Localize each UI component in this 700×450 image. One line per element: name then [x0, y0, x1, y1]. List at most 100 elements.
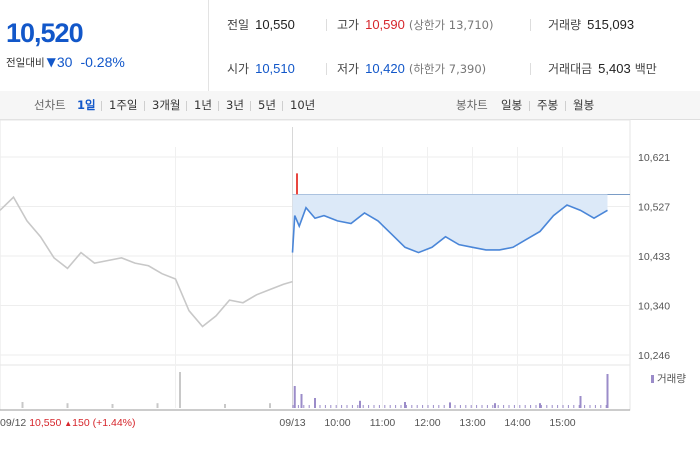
volume-bar [300, 394, 303, 408]
volume-bar [427, 405, 429, 408]
volume-legend-marker [651, 375, 654, 383]
volume-bar [359, 400, 361, 408]
volume-bar [470, 405, 472, 408]
volume-bar [422, 405, 424, 408]
prev-day-change: 150 (+1.44%) [72, 417, 135, 429]
prev-day-close: 10,550 [29, 417, 64, 429]
volume-bar [351, 405, 353, 408]
volume-bar [530, 405, 532, 408]
down-triangle-icon: ▼ [46, 55, 56, 69]
volume-bar [438, 405, 440, 408]
change-value: 30 [56, 54, 73, 70]
volume-bar [481, 405, 483, 408]
volume-bar [551, 405, 553, 408]
volume-bar [465, 405, 467, 408]
y-tick-label: 10,246 [638, 350, 670, 362]
x-tick-label: 11:00 [370, 417, 396, 429]
volume-bar [540, 405, 542, 408]
volume-bar [494, 403, 496, 408]
volume-bar [432, 405, 434, 408]
y-tick-label: 10,621 [638, 152, 670, 164]
up-triangle-icon: ▲ [64, 419, 72, 428]
tab-1w[interactable]: 1주일 [109, 98, 138, 112]
quote-header: 10,520 전일대비 ▼ 30 -0.28% 전일 10,550 고가 10,… [0, 0, 700, 92]
volume-bar [395, 405, 397, 408]
volume-bar [443, 405, 445, 408]
stat-high: 고가 10,590 (상한가 13,710) [337, 17, 494, 32]
volume-bar [519, 405, 521, 408]
tab-monthly-candle[interactable]: 월봉 [573, 98, 595, 112]
volume-bar [579, 396, 582, 408]
volume-bar [567, 405, 569, 408]
volume-bar [362, 405, 364, 408]
stat-volume: 거래량 515,093 [548, 17, 635, 32]
change-label: 전일대비 [6, 56, 45, 69]
series-line-today [291, 204, 608, 254]
volume-bar [578, 405, 580, 408]
x-tick-label: 13:00 [459, 417, 485, 429]
volume-bar [508, 405, 510, 408]
tab-1y[interactable]: 1년 [194, 98, 212, 112]
volume-bar [156, 403, 159, 408]
change-percent: -0.28% [80, 54, 125, 70]
x-tick-label: 15:00 [549, 417, 575, 429]
tab-5y[interactable]: 5년 [258, 98, 276, 112]
tab-weekly-candle[interactable]: 주봉 [537, 98, 559, 112]
volume-bar [546, 405, 548, 408]
volume-bar [314, 405, 316, 408]
lower-limit: (하한가 7,390) [408, 61, 487, 76]
volume-bar [179, 372, 181, 408]
price-change: 전일대비 ▼ 30 -0.28% [6, 54, 125, 70]
price-block: 10,520 전일대비 ▼ 30 -0.28% [0, 0, 209, 91]
y-tick-label: 10,527 [638, 202, 670, 214]
volume-bar [606, 374, 609, 408]
volume-bar [330, 405, 332, 408]
series-line-prev-day [0, 195, 293, 328]
upper-limit: (상한가 13,710) [408, 17, 494, 32]
volume-bar [573, 405, 575, 408]
volume-bar [411, 405, 413, 408]
volume-bar [539, 403, 541, 408]
tab-3y[interactable]: 3년 [226, 98, 244, 112]
volume-bar [497, 405, 499, 408]
volume-bar [324, 405, 326, 408]
prev-day-date: 09/12 [0, 417, 29, 429]
volume-bar [66, 403, 69, 408]
volume-bar [600, 405, 602, 408]
tab-daily-candle[interactable]: 일봉 [501, 98, 523, 112]
prev-day-summary: 09/12 10,550 ▲150 (+1.44%) [0, 417, 136, 429]
volume-bar [378, 405, 380, 408]
volume-bar [404, 402, 406, 408]
volume-bar [384, 405, 386, 408]
volume-bar [341, 405, 343, 408]
volume-bar [589, 405, 591, 408]
today-fill-area [292, 194, 608, 253]
x-tick-label: 12:00 [414, 417, 440, 429]
volume-bar [524, 405, 526, 408]
volume-bar [405, 405, 407, 408]
volume-bar [416, 405, 418, 408]
volume-bar [459, 405, 461, 408]
volume-bar [21, 402, 24, 408]
volume-bar [314, 398, 316, 408]
candle-chart-label: 봉차트 [456, 98, 488, 112]
volume-bar [368, 405, 370, 408]
volume-bar [454, 405, 456, 408]
volume-bar [594, 405, 596, 408]
volume-bar [449, 405, 451, 408]
volume-bar [486, 405, 488, 408]
volume-bar [297, 405, 299, 408]
volume-bar [513, 405, 515, 408]
tab-1d[interactable]: 1일 [77, 98, 96, 112]
volume-bar [224, 404, 226, 408]
volume-bar [303, 405, 305, 408]
volume-bar [492, 405, 494, 408]
volume-bar [476, 405, 478, 408]
stat-amount: 거래대금 5,403 백만 [548, 61, 657, 76]
volume-bar [535, 405, 537, 408]
volume-bar [562, 405, 564, 408]
volume-bar [308, 405, 310, 408]
x-tick-label: 14:00 [504, 417, 530, 429]
tab-10y[interactable]: 10년 [290, 98, 316, 112]
tab-3m[interactable]: 3개월 [152, 98, 181, 112]
